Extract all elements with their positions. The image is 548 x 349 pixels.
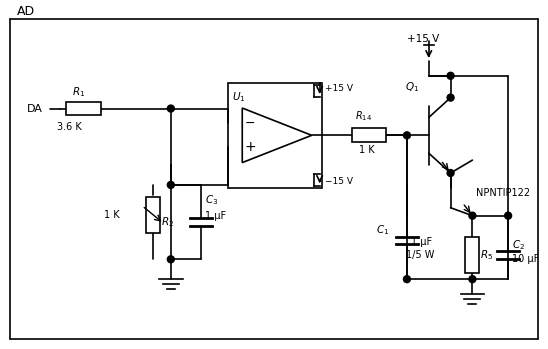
Circle shape — [505, 212, 512, 219]
Text: −: − — [245, 117, 255, 130]
Text: +: + — [244, 140, 256, 154]
Text: $U_1$: $U_1$ — [232, 91, 246, 104]
Circle shape — [167, 256, 174, 263]
Circle shape — [403, 276, 410, 283]
Text: 1/5 W: 1/5 W — [406, 250, 435, 260]
Text: $R_1$: $R_1$ — [72, 85, 85, 99]
Text: $C_2$: $C_2$ — [512, 238, 525, 252]
Text: 1 K: 1 K — [104, 210, 119, 220]
Text: NPNTIP122: NPNTIP122 — [476, 188, 530, 198]
Text: 1 μF: 1 μF — [204, 211, 226, 221]
Bar — [66, 102, 101, 116]
Circle shape — [447, 72, 454, 79]
Text: $C_1$: $C_1$ — [376, 224, 389, 237]
Text: AD: AD — [17, 5, 35, 18]
Text: 3.6 K: 3.6 K — [57, 122, 82, 132]
Text: $R_2$: $R_2$ — [161, 215, 174, 229]
Text: +15 V: +15 V — [324, 84, 352, 93]
Circle shape — [167, 181, 174, 188]
Bar — [465, 238, 480, 273]
Text: DA: DA — [27, 104, 43, 113]
Circle shape — [167, 105, 174, 112]
Circle shape — [469, 276, 476, 283]
Text: −15 V: −15 V — [324, 177, 352, 186]
Circle shape — [469, 212, 476, 219]
Bar — [352, 128, 386, 142]
Circle shape — [447, 94, 454, 101]
Text: $Q_1$: $Q_1$ — [405, 80, 419, 94]
Text: 10 μF: 10 μF — [512, 254, 539, 264]
Text: +15 V: +15 V — [407, 34, 439, 44]
Circle shape — [403, 132, 410, 139]
Circle shape — [447, 170, 454, 177]
Text: 1 K: 1 K — [359, 145, 375, 155]
Text: $R_{14}$: $R_{14}$ — [355, 110, 373, 124]
Text: 1 μF: 1 μF — [411, 237, 432, 247]
Text: $R_5$: $R_5$ — [481, 248, 494, 262]
Text: $C_3$: $C_3$ — [204, 193, 218, 207]
Bar — [146, 197, 160, 232]
Bar — [229, 83, 322, 188]
